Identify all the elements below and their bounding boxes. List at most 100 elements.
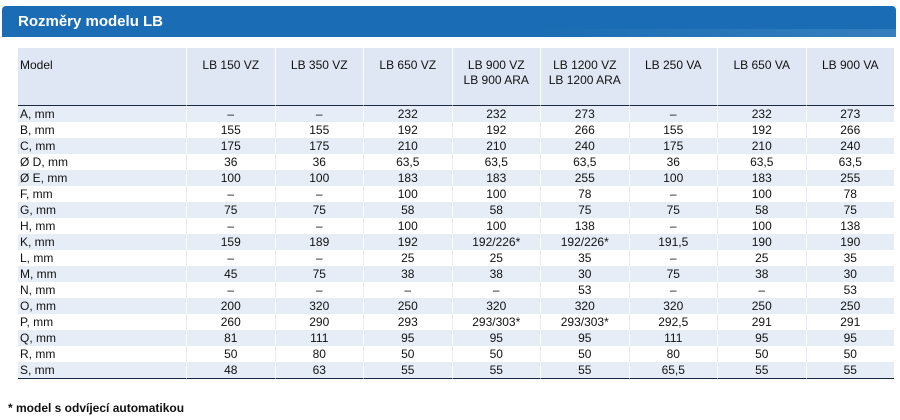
table-cell: 53: [805, 282, 894, 298]
table-cell: 290: [274, 314, 363, 330]
table-cell: 55: [540, 362, 629, 379]
table-cell: 273: [805, 106, 894, 122]
section-title: Rozměry modelu LB: [2, 6, 896, 37]
footnote: * model s odvíjecí automatikou: [8, 401, 185, 415]
table-row: K, mm 159 189 192 192/226* 192/226* 191,5 190 19…: [18, 234, 894, 250]
table-cell: 192: [363, 122, 452, 138]
table-row: O, mm 200 320 250 320 320 320 250 250: [18, 298, 894, 314]
table-cell: 78: [805, 186, 894, 202]
row-label: Q, mm: [18, 330, 186, 346]
table-cell: 138: [540, 218, 629, 234]
table-cell: 63,5: [451, 154, 540, 170]
table-cell: 95: [363, 330, 452, 346]
table-cell: 80: [628, 346, 717, 362]
row-label: H, mm: [18, 218, 186, 234]
table-cell: 192: [363, 234, 452, 250]
column-header-line: LB 900 VA: [822, 58, 879, 72]
row-label: P, mm: [18, 314, 186, 330]
table-cell: 50: [451, 346, 540, 362]
table-row: P, mm 260 290 293 293/303* 293/303* 292,5 291 29…: [18, 314, 894, 330]
table-cell: 240: [540, 138, 629, 154]
table-row: L, mm – –25 25 35–25 35: [18, 250, 894, 266]
table-cell: 210: [451, 138, 540, 154]
table-cell: 58: [451, 202, 540, 218]
table-cell: 53: [540, 282, 629, 298]
table-cell: 175: [628, 138, 717, 154]
table-cell: 191,5: [628, 234, 717, 250]
table-cell: 95: [805, 330, 894, 346]
column-header-line: LB 650 VA: [733, 58, 790, 72]
table-cell: 320: [628, 298, 717, 314]
column-header-line: LB 150 VZ: [202, 58, 260, 72]
table-cell: 293/303*: [540, 314, 629, 330]
table-cell: 273: [540, 106, 629, 122]
table-cell: 111: [274, 330, 363, 346]
table-cell: 175: [186, 138, 275, 154]
table-cell: 291: [717, 314, 806, 330]
table-cell: 183: [363, 170, 452, 186]
table-cell: 25: [363, 250, 452, 266]
table-cell: 240: [805, 138, 894, 154]
table-cell: 75: [274, 266, 363, 282]
table-cell: –: [628, 250, 717, 266]
table-cell: –: [451, 282, 540, 298]
table-cell: 100: [363, 218, 452, 234]
table-cell: 65,5: [628, 362, 717, 379]
table-cell: 81: [186, 330, 275, 346]
table-cell: 35: [805, 250, 894, 266]
table-cell: 190: [805, 234, 894, 250]
table-row: F, mm – –100 100 78–100 78: [18, 186, 894, 202]
table-cell: 55: [363, 362, 452, 379]
table-cell: 266: [805, 122, 894, 138]
table-cell: 38: [717, 266, 806, 282]
row-label: G, mm: [18, 202, 186, 218]
table-cell: 232: [717, 106, 806, 122]
table-cell: 36: [628, 154, 717, 170]
table-cell: 30: [540, 266, 629, 282]
table-cell: 155: [274, 122, 363, 138]
table-row: B, mm 155 155 192 192 266 155 192 266: [18, 122, 894, 138]
table-cell: –: [274, 106, 363, 122]
row-label: Ø D, mm: [18, 154, 186, 170]
header-row: Model LB 150 VZ LB 350 VZ LB 650 VZ LB 900 V…: [18, 48, 894, 106]
table-cell: 292,5: [628, 314, 717, 330]
table-cell: 75: [628, 202, 717, 218]
column-header: LB 900 VZ LB 900 ARA: [451, 48, 540, 106]
table-cell: 63,5: [717, 154, 806, 170]
table-cell: –: [274, 282, 363, 298]
table-cell: –: [628, 218, 717, 234]
table-cell: 35: [540, 250, 629, 266]
table-cell: –: [274, 186, 363, 202]
column-header-line: Model: [20, 58, 53, 72]
table-cell: 100: [451, 186, 540, 202]
table-cell: 293: [363, 314, 452, 330]
table-header: Model LB 150 VZ LB 350 VZ LB 650 VZ LB 900 V…: [18, 48, 894, 106]
table-cell: 291: [805, 314, 894, 330]
table-cell: 175: [274, 138, 363, 154]
column-header-line: LB 250 VA: [645, 58, 702, 72]
table-cell: 36: [186, 154, 275, 170]
row-label: B, mm: [18, 122, 186, 138]
table-cell: 38: [363, 266, 452, 282]
table-cell: –: [628, 186, 717, 202]
table-cell: 159: [186, 234, 275, 250]
table-cell: 111: [628, 330, 717, 346]
table-cell: –: [717, 282, 806, 298]
column-header: LB 650 VZ: [363, 48, 452, 106]
table-cell: 192/226*: [540, 234, 629, 250]
table-row: N, mm – – – –53– –53: [18, 282, 894, 298]
table-cell: 250: [717, 298, 806, 314]
column-header-line: LB 900 ARA: [463, 73, 529, 87]
table-cell: 100: [274, 170, 363, 186]
table-cell: 48: [186, 362, 275, 379]
column-header: LB 150 VZ: [186, 48, 275, 106]
table-cell: 100: [451, 218, 540, 234]
table-cell: 155: [186, 122, 275, 138]
table-cell: –: [186, 282, 275, 298]
table-cell: 75: [274, 202, 363, 218]
table-cell: 38: [451, 266, 540, 282]
table-cell: 75: [540, 202, 629, 218]
table-row: M, mm 45 75 38 38 30 75 38 30: [18, 266, 894, 282]
table-cell: 293/303*: [451, 314, 540, 330]
table-cell: 78: [540, 186, 629, 202]
